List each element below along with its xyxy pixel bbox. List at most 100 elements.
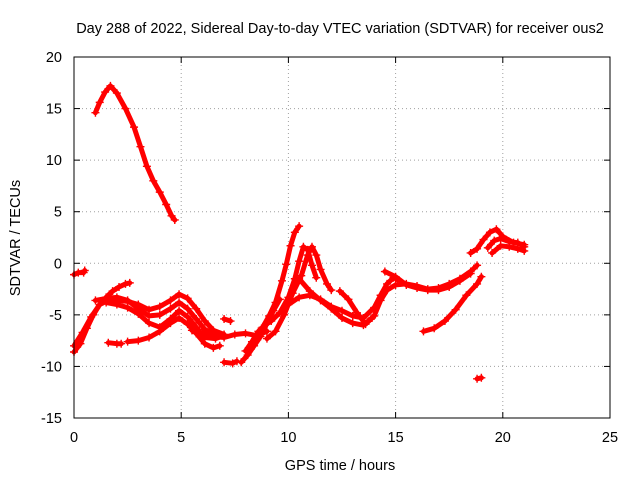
data-point xyxy=(209,343,218,352)
data-point xyxy=(112,293,121,302)
data-point xyxy=(145,319,154,328)
data-point xyxy=(434,286,443,295)
data-point xyxy=(430,324,439,333)
data-point xyxy=(220,333,229,342)
data-point xyxy=(226,317,235,326)
x-tick-label: 25 xyxy=(602,430,618,446)
data-point xyxy=(490,236,499,245)
data-point xyxy=(327,304,336,313)
data-point xyxy=(402,280,411,289)
data-point xyxy=(145,311,154,320)
data-point xyxy=(338,306,346,315)
data-point xyxy=(286,241,295,250)
data-point xyxy=(423,286,432,295)
data-point xyxy=(391,272,400,281)
data-point xyxy=(87,312,96,321)
data-point xyxy=(121,279,130,288)
data-point xyxy=(280,310,289,319)
data-point xyxy=(170,215,179,224)
data-point xyxy=(513,244,522,253)
y-tick-label: -5 xyxy=(49,308,62,324)
chart-title: Day 288 of 2022, Sidereal Day-to-day VTE… xyxy=(76,21,604,37)
series-arc-15 xyxy=(262,242,336,343)
data-point xyxy=(288,289,297,298)
x-tick-label: 15 xyxy=(388,430,404,446)
data-point xyxy=(200,317,209,326)
data-point xyxy=(167,211,176,220)
data-point xyxy=(322,279,331,288)
data-point xyxy=(136,142,145,151)
data-point xyxy=(155,302,164,311)
data-point xyxy=(419,327,428,336)
data-point xyxy=(192,314,201,323)
y-tick-label: 20 xyxy=(46,50,62,66)
data-point xyxy=(215,341,224,350)
data-point xyxy=(496,241,505,250)
series-arc-7 xyxy=(104,338,126,348)
data-series xyxy=(70,81,529,383)
data-point xyxy=(265,311,274,320)
data-point xyxy=(344,295,353,304)
data-point xyxy=(295,257,304,266)
data-point xyxy=(479,235,488,244)
series-arc-21 xyxy=(473,373,486,383)
data-point xyxy=(175,306,184,315)
data-point xyxy=(284,300,293,309)
y-tick-label: -15 xyxy=(41,411,62,427)
data-point xyxy=(361,320,370,329)
data-point xyxy=(166,304,175,313)
data-point xyxy=(445,283,454,292)
data-point xyxy=(252,334,261,343)
data-point xyxy=(282,260,291,269)
series-arc-2 xyxy=(70,266,89,279)
data-point xyxy=(327,286,336,295)
y-tick-label: -10 xyxy=(41,359,62,375)
data-point xyxy=(455,276,464,285)
data-point xyxy=(299,242,308,251)
data-point xyxy=(295,222,304,231)
data-point xyxy=(295,274,304,283)
data-point xyxy=(102,298,111,307)
y-axis-label: SDTVAR / TECUs xyxy=(8,180,24,296)
data-point xyxy=(200,339,209,348)
data-point xyxy=(155,310,164,319)
series-arc-14 xyxy=(252,222,304,343)
data-point xyxy=(295,293,304,302)
data-point xyxy=(307,242,316,251)
data-point xyxy=(483,243,492,252)
data-point xyxy=(220,314,229,323)
data-point xyxy=(220,358,229,367)
data-point xyxy=(271,298,280,307)
y-tick-label: 15 xyxy=(46,102,62,118)
data-point xyxy=(78,328,87,337)
data-point xyxy=(247,337,256,346)
data-point xyxy=(505,242,514,251)
data-point xyxy=(117,339,126,348)
data-point xyxy=(262,334,271,343)
data-point xyxy=(307,261,316,270)
data-point xyxy=(149,176,158,185)
axis-tick-labels: 0 5 10 15 20 25 -15 -10 -5 0 5 10 15 20 xyxy=(41,50,618,446)
data-point xyxy=(108,287,117,296)
data-point xyxy=(338,313,346,322)
data-point xyxy=(477,373,486,382)
data-point xyxy=(155,327,164,336)
data-point xyxy=(520,246,529,255)
data-point xyxy=(462,291,471,300)
data-point xyxy=(391,280,400,289)
data-point xyxy=(230,330,239,339)
series-arc-19 xyxy=(380,267,475,295)
grid xyxy=(74,57,610,418)
data-point xyxy=(243,351,252,360)
data-point xyxy=(175,290,184,299)
data-point xyxy=(183,312,192,321)
data-point xyxy=(305,287,314,296)
data-point xyxy=(237,358,246,367)
data-point xyxy=(312,251,321,260)
data-point xyxy=(488,248,497,257)
data-point xyxy=(155,188,164,197)
data-point xyxy=(183,294,192,303)
data-point xyxy=(166,319,175,328)
data-point xyxy=(209,332,218,341)
